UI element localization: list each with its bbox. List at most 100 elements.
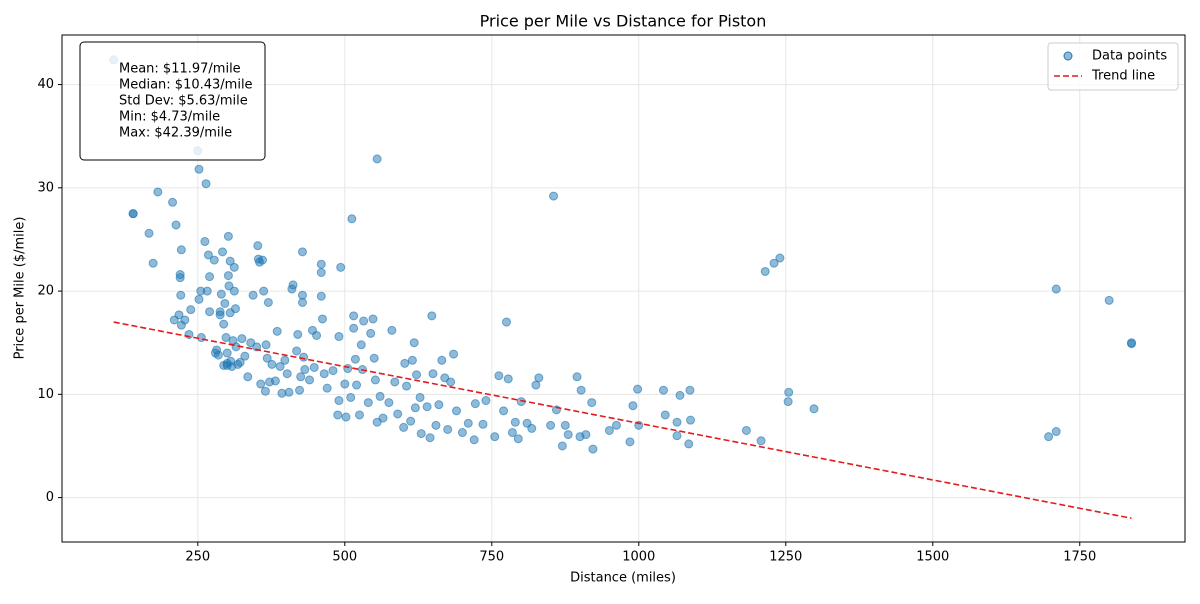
y-tick-label: 0 — [46, 490, 54, 505]
data-point — [363, 398, 373, 408]
data-point — [128, 209, 138, 219]
data-point — [229, 262, 239, 272]
data-point — [253, 241, 263, 251]
data-point — [259, 286, 269, 296]
legend-box — [1047, 42, 1179, 91]
data-point — [685, 385, 695, 395]
data-point — [572, 372, 582, 382]
x-tick-label: 1000 — [622, 550, 655, 565]
data-point — [501, 317, 511, 327]
data-point — [784, 387, 794, 397]
data-point — [507, 428, 517, 438]
data-point — [428, 369, 438, 379]
data-point — [481, 396, 491, 406]
data-point — [402, 381, 412, 391]
data-point — [349, 323, 359, 333]
data-point — [213, 350, 223, 360]
data-point — [672, 431, 682, 441]
data-point — [262, 353, 272, 363]
data-point — [633, 384, 643, 394]
data-point — [434, 400, 444, 410]
data-point — [322, 383, 332, 393]
data-point — [1104, 295, 1114, 305]
data-point — [202, 286, 212, 296]
data-point — [272, 326, 282, 336]
data-point — [309, 362, 319, 372]
data-point — [510, 417, 520, 427]
data-point — [297, 297, 307, 307]
x-tick-label: 750 — [479, 550, 504, 565]
stats-text: Median: $10.43/mile — [119, 78, 253, 93]
data-point — [457, 428, 467, 438]
data-point — [425, 433, 435, 443]
data-point — [372, 154, 382, 164]
data-point — [809, 404, 819, 414]
data-point — [229, 286, 239, 296]
data-point — [201, 179, 211, 189]
x-tick-label: 500 — [332, 550, 357, 565]
data-point — [431, 420, 441, 430]
data-point — [783, 397, 793, 407]
y-tick-label: 40 — [37, 77, 54, 92]
data-point — [560, 420, 570, 430]
data-point — [469, 435, 479, 445]
legend-label: Trend line — [1091, 69, 1155, 84]
data-point — [387, 325, 397, 335]
data-point — [452, 406, 462, 416]
data-point — [686, 415, 696, 425]
data-point — [672, 417, 682, 427]
chart-title: Price per Mile vs Distance for Piston — [480, 12, 767, 31]
data-point — [393, 409, 403, 419]
data-point — [334, 396, 344, 406]
data-point — [205, 272, 215, 282]
data-point — [261, 340, 271, 350]
data-point — [352, 380, 362, 390]
data-point — [494, 371, 504, 381]
data-point — [288, 280, 298, 290]
data-point — [333, 410, 343, 420]
data-point — [282, 369, 292, 379]
data-point — [769, 258, 779, 268]
x-tick-label: 250 — [185, 550, 210, 565]
x-tick-label: 1750 — [1063, 550, 1096, 565]
data-point — [588, 444, 598, 454]
data-point — [220, 298, 230, 308]
data-point — [263, 297, 273, 307]
data-point — [557, 441, 567, 451]
data-point — [384, 398, 394, 408]
data-point — [443, 424, 453, 434]
data-point — [675, 390, 685, 400]
data-point — [317, 314, 327, 324]
data-point — [252, 342, 262, 352]
data-point — [563, 430, 573, 440]
data-point — [611, 420, 621, 430]
data-point — [625, 437, 635, 447]
data-point — [341, 412, 351, 422]
data-point — [346, 392, 356, 402]
data-point — [316, 259, 326, 269]
data-point — [534, 373, 544, 383]
data-point — [576, 385, 586, 395]
data-point — [546, 420, 556, 430]
data-point — [223, 271, 233, 281]
data-point — [328, 366, 338, 376]
data-point — [305, 375, 315, 385]
stats-text: Mean: $11.97/mile — [119, 62, 241, 77]
data-point — [237, 334, 247, 344]
data-point — [168, 197, 178, 207]
data-point — [416, 429, 426, 439]
y-tick-label: 30 — [37, 180, 54, 195]
data-point — [176, 245, 186, 255]
data-point — [180, 315, 190, 325]
data-point — [1051, 284, 1061, 294]
data-point — [409, 338, 419, 348]
data-point — [176, 290, 186, 300]
data-point — [186, 305, 196, 315]
data-point — [390, 377, 400, 387]
data-point — [299, 352, 309, 362]
data-point — [587, 398, 597, 408]
data-point — [223, 231, 233, 241]
data-point — [275, 361, 285, 371]
stats-box — [79, 41, 266, 161]
stats-text: Max: $42.39/mile — [119, 126, 232, 141]
